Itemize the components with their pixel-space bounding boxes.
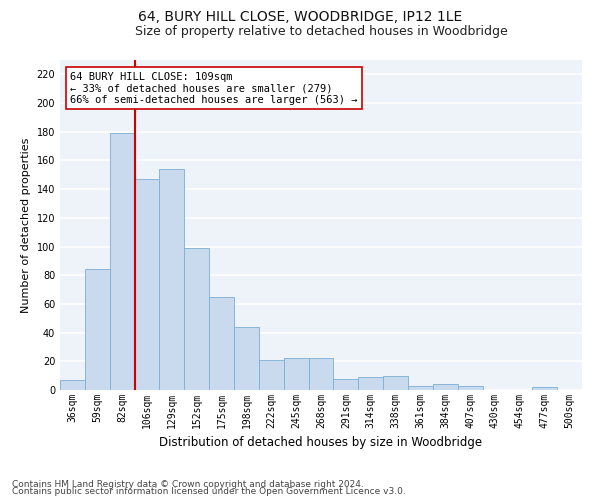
Bar	[408, 386, 433, 390]
Bar	[458, 386, 482, 390]
Text: Contains HM Land Registry data © Crown copyright and database right 2024.: Contains HM Land Registry data © Crown c…	[12, 480, 364, 489]
Bar	[433, 384, 458, 390]
Bar	[209, 296, 234, 390]
Title: Size of property relative to detached houses in Woodbridge: Size of property relative to detached ho…	[134, 25, 508, 38]
Text: Contains public sector information licensed under the Open Government Licence v3: Contains public sector information licen…	[12, 487, 406, 496]
Bar	[160, 169, 184, 390]
Bar	[284, 358, 308, 390]
Bar	[60, 380, 85, 390]
Text: 64 BURY HILL CLOSE: 109sqm
← 33% of detached houses are smaller (279)
66% of sem: 64 BURY HILL CLOSE: 109sqm ← 33% of deta…	[70, 72, 358, 105]
Bar	[532, 387, 557, 390]
Bar	[234, 327, 259, 390]
Bar	[85, 270, 110, 390]
X-axis label: Distribution of detached houses by size in Woodbridge: Distribution of detached houses by size …	[160, 436, 482, 450]
Bar	[383, 376, 408, 390]
Bar	[259, 360, 284, 390]
Bar	[358, 377, 383, 390]
Bar	[334, 378, 358, 390]
Bar	[308, 358, 334, 390]
Bar	[110, 133, 134, 390]
Text: 64, BURY HILL CLOSE, WOODBRIDGE, IP12 1LE: 64, BURY HILL CLOSE, WOODBRIDGE, IP12 1L…	[138, 10, 462, 24]
Bar	[134, 179, 160, 390]
Y-axis label: Number of detached properties: Number of detached properties	[21, 138, 31, 312]
Bar	[184, 248, 209, 390]
